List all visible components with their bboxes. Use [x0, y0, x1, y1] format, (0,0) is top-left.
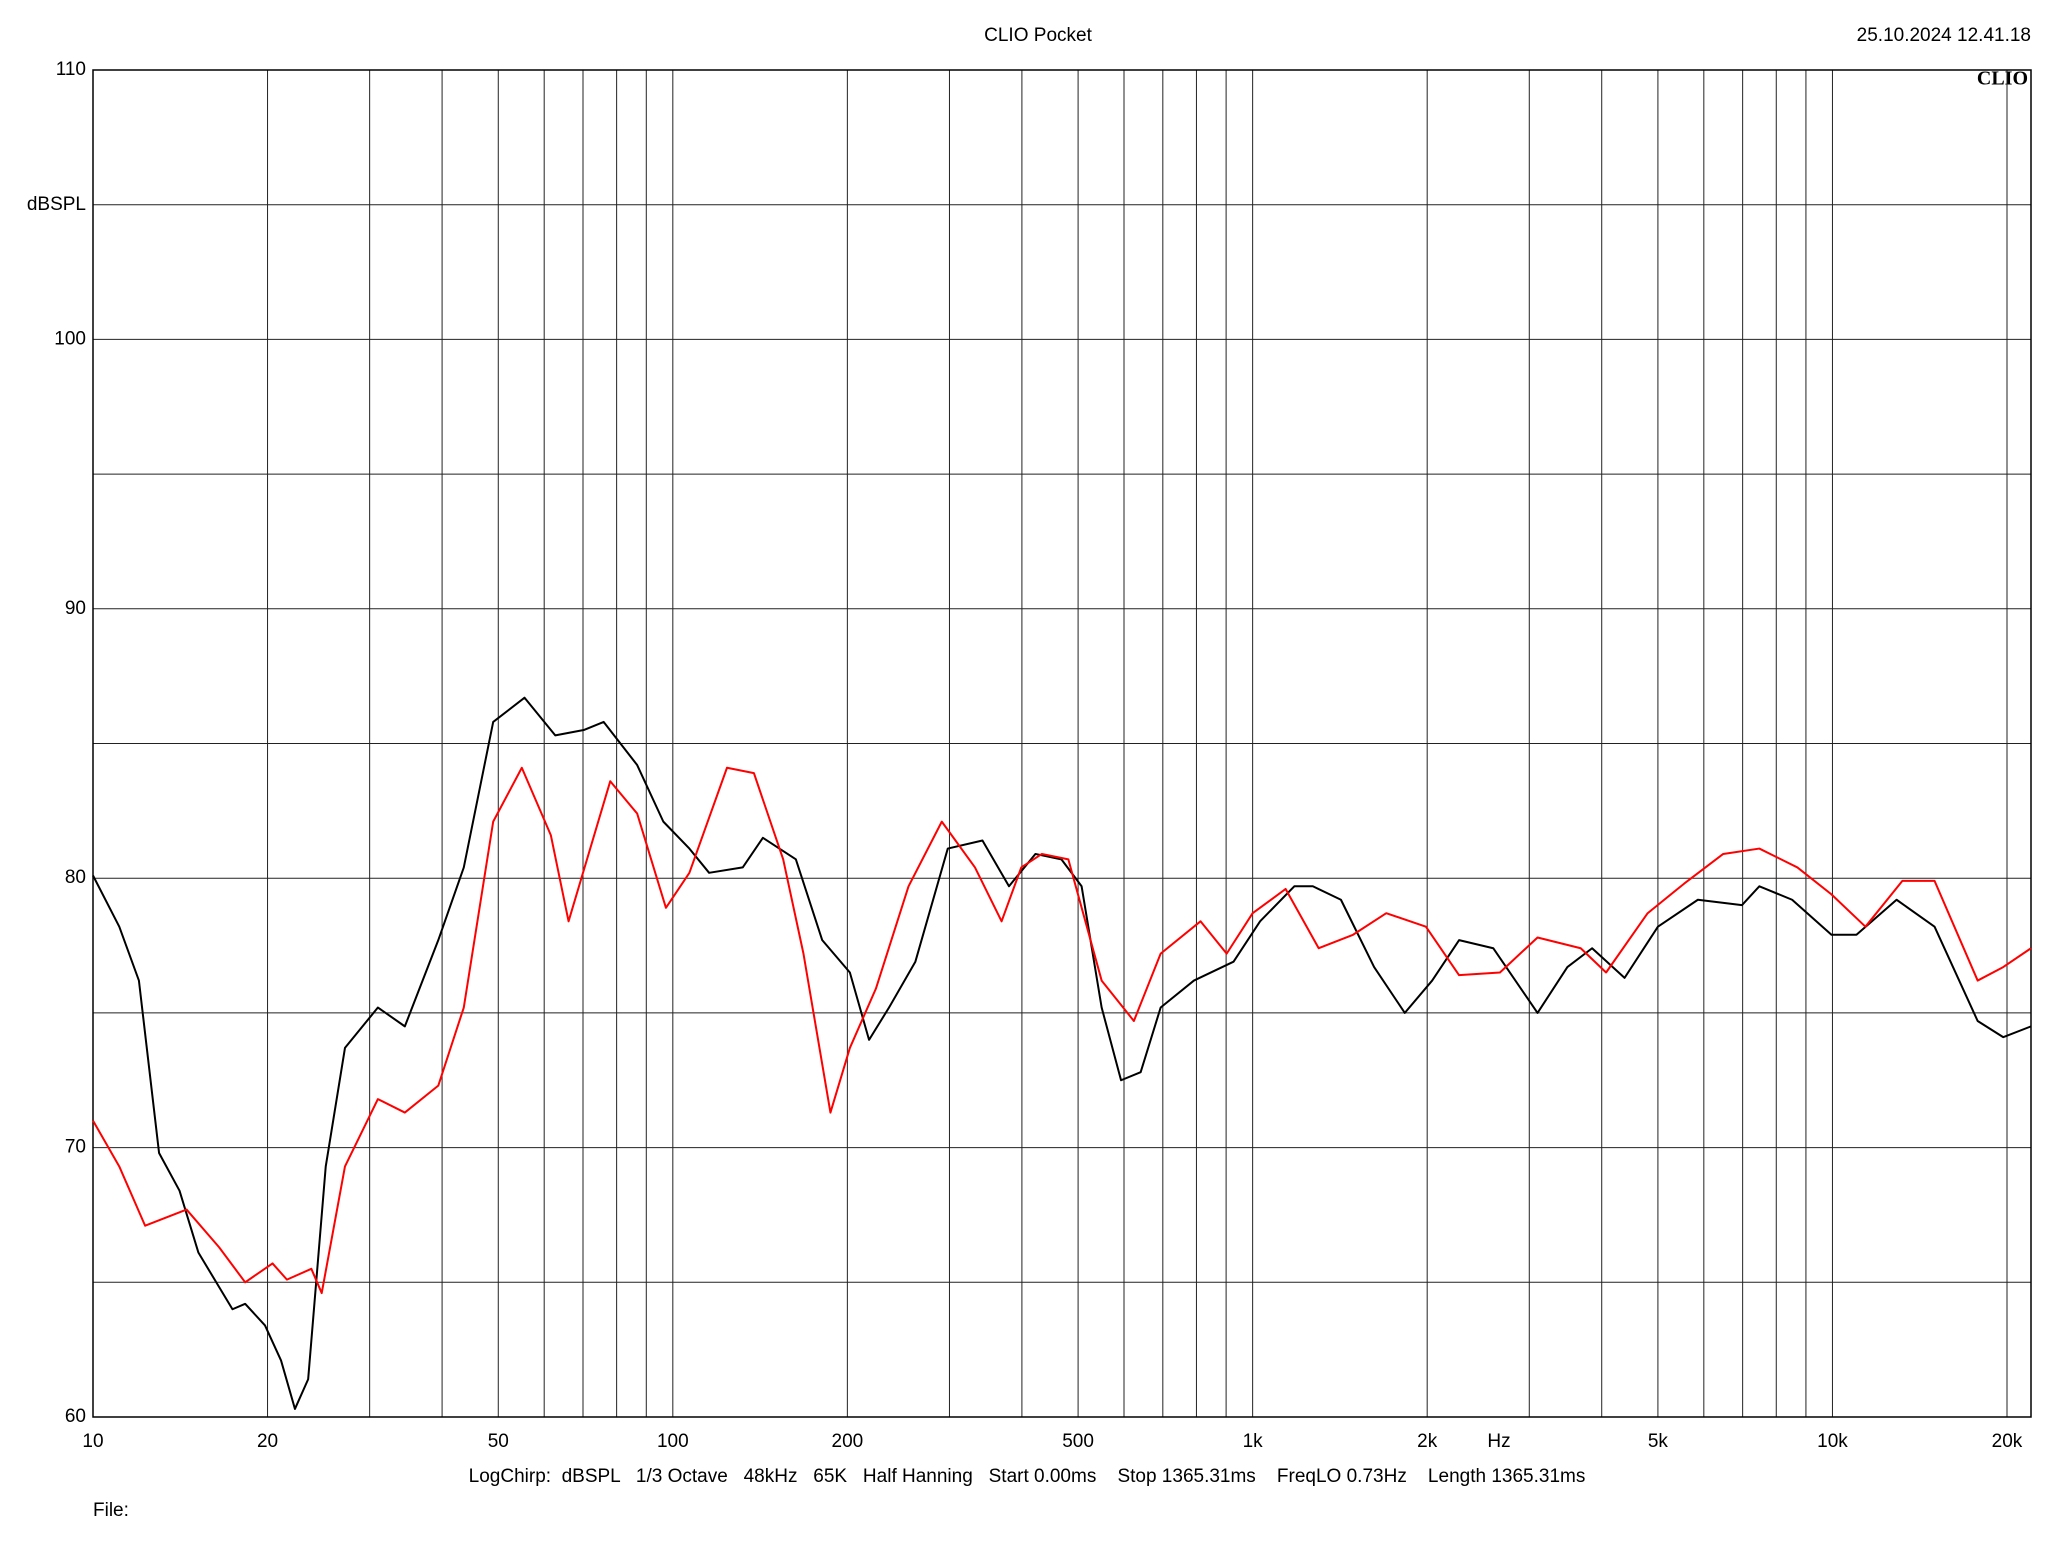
y-tick-label: 100 [54, 328, 86, 349]
x-tick-label: 1k [1243, 1431, 1264, 1452]
y-tick-label: 110 [56, 59, 86, 80]
x-tick-label: 5k [1648, 1431, 1669, 1452]
timestamp: 25.10.2024 12.41.18 [1857, 25, 2031, 46]
x-tick-label: 200 [832, 1431, 864, 1452]
x-tick-label: 100 [657, 1431, 689, 1452]
chart-title: CLIO Pocket [984, 25, 1092, 46]
x-tick-label: 20 [257, 1431, 278, 1452]
y-tick-label: 90 [65, 598, 86, 619]
y-tick-label: 80 [65, 867, 86, 888]
plot-frame [92, 69, 2032, 1418]
x-tick-label: 10k [1817, 1431, 1848, 1452]
x-tick-label: 50 [488, 1431, 509, 1452]
x-tick-label: 500 [1062, 1431, 1094, 1452]
x-tick-label: 2k [1417, 1431, 1438, 1452]
y-axis-label: dBSPL [27, 194, 86, 215]
x-tick-label: 10 [82, 1431, 103, 1452]
y-tick-label: 70 [65, 1137, 86, 1158]
x-tick-label: 20k [1992, 1431, 2023, 1452]
series-line [92, 766, 2032, 1295]
logo: CLIO [1977, 68, 2028, 90]
footer: LogChirp: dBSPL 1/3 Octave 48kHz 65K Hal… [469, 1466, 1586, 1487]
x-axis-label: Hz [1487, 1431, 1510, 1452]
series-line [92, 696, 2032, 1410]
y-tick-label: 60 [65, 1406, 86, 1427]
file-label: File: [93, 1500, 129, 1521]
